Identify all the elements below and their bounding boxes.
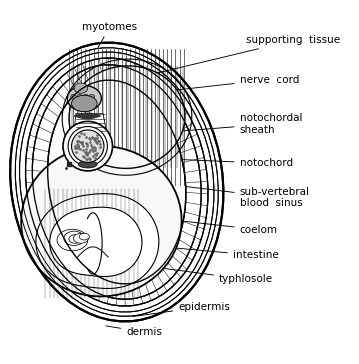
Ellipse shape (57, 229, 88, 251)
Ellipse shape (10, 43, 223, 321)
Text: myotomes: myotomes (82, 22, 137, 48)
Ellipse shape (67, 86, 101, 111)
Ellipse shape (77, 94, 82, 99)
Text: notochord: notochord (111, 157, 293, 168)
Text: notochordal
sheath: notochordal sheath (121, 113, 302, 136)
Text: intestine: intestine (147, 245, 279, 260)
Ellipse shape (69, 235, 81, 243)
Ellipse shape (89, 94, 94, 99)
Ellipse shape (68, 127, 107, 166)
Text: nerve  cord: nerve cord (104, 75, 299, 98)
Ellipse shape (21, 146, 182, 296)
Text: coelom: coelom (157, 218, 278, 235)
Ellipse shape (79, 233, 89, 240)
Text: typhlosole: typhlosole (120, 262, 273, 284)
Ellipse shape (83, 94, 88, 99)
Polygon shape (50, 207, 142, 277)
Ellipse shape (32, 65, 201, 299)
Ellipse shape (71, 94, 76, 99)
Ellipse shape (64, 231, 84, 245)
Polygon shape (74, 114, 107, 132)
Ellipse shape (63, 122, 112, 171)
Text: sub-vertebral
blood  sinus: sub-vertebral blood sinus (109, 177, 310, 208)
Ellipse shape (74, 83, 88, 93)
Ellipse shape (69, 66, 185, 169)
Ellipse shape (25, 58, 208, 306)
Polygon shape (36, 194, 159, 288)
Text: epidermis: epidermis (133, 302, 230, 316)
Ellipse shape (71, 95, 97, 112)
Text: supporting  tissue: supporting tissue (147, 35, 341, 75)
Text: dermis: dermis (106, 326, 162, 337)
Ellipse shape (78, 161, 97, 168)
Ellipse shape (71, 130, 104, 162)
Ellipse shape (48, 80, 186, 284)
Ellipse shape (73, 233, 88, 243)
